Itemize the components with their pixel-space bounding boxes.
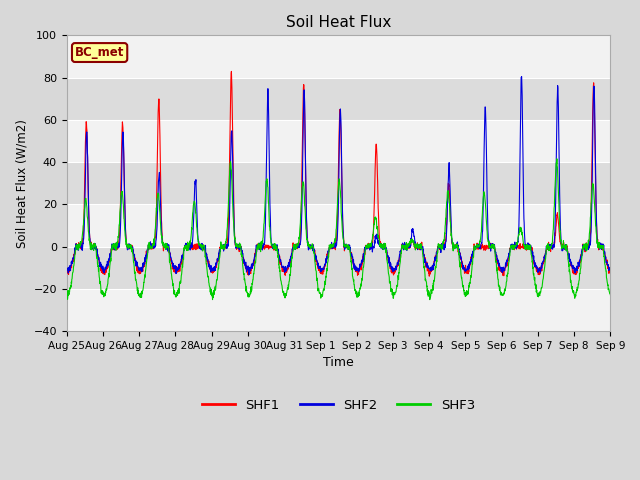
Line: SHF3: SHF3 [67,159,611,300]
SHF3 [574,285,582,290]
SHF2 [559,248,566,253]
SHF2 [214,254,222,260]
SHF3 [497,292,504,298]
SHF2 [574,264,582,270]
SHF1 [366,243,374,249]
SHF2 [63,265,70,271]
SHF1 [559,241,566,247]
SHF3 [63,292,70,298]
Bar [67,162,611,204]
Line: SHF1: SHF1 [67,72,611,276]
SHF3 [366,242,374,248]
SHF2 [497,265,504,271]
SHF3 [553,156,561,162]
Text: BC_met: BC_met [75,46,124,59]
SHF3 [354,294,362,300]
SHF2 [366,242,374,248]
Bar [67,78,611,120]
SHF1 [607,271,614,276]
SHF1 [497,266,504,272]
SHF3 [607,292,614,298]
Legend: SHF1, SHF2, SHF3: SHF1, SHF2, SHF3 [196,394,480,417]
SHF3 [426,297,434,302]
SHF3 [559,243,566,249]
SHF1 [426,273,433,279]
Line: SHF2: SHF2 [67,77,611,275]
SHF1 [214,258,222,264]
SHF2 [518,74,525,80]
Y-axis label: Soil Heat Flux (W/m2): Soil Heat Flux (W/m2) [15,119,28,248]
X-axis label: Time: Time [323,356,354,369]
SHF2 [245,272,253,277]
SHF2 [355,266,362,272]
SHF1 [355,270,362,276]
Bar [67,247,611,289]
SHF1 [228,69,236,74]
SHF2 [607,265,614,271]
SHF3 [214,264,222,270]
SHF1 [574,265,582,271]
SHF1 [63,266,70,272]
Title: Soil Heat Flux: Soil Heat Flux [286,15,391,30]
